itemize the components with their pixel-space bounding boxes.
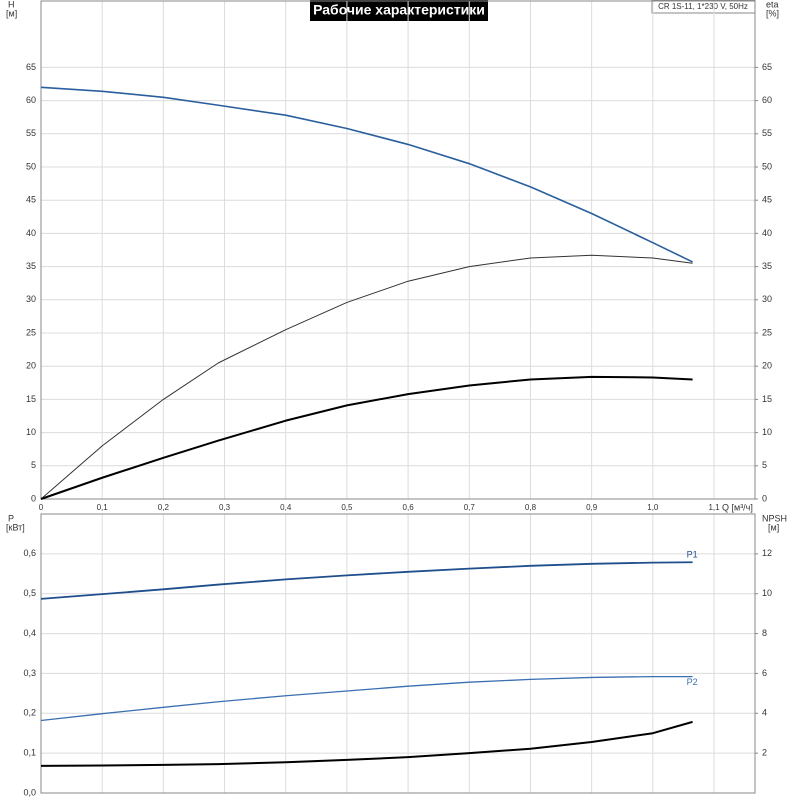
y2-tick-label: 55 <box>762 128 772 138</box>
y-tick-label: 0,3 <box>23 668 36 678</box>
chart-subtitle: CR 1S-11, 1*230 V, 50Hz <box>658 2 748 11</box>
y-tick-label: 50 <box>26 161 36 171</box>
y2-tick-label: 8 <box>762 628 767 638</box>
x-tick-label: 1,0 <box>647 503 659 512</box>
series-line <box>40 675 693 722</box>
y-tick-label: 0,2 <box>23 708 36 718</box>
x-tick-label: 0,7 <box>464 503 476 512</box>
y2-axis-label: NPSH <box>762 513 787 523</box>
plot-frame <box>40 513 756 794</box>
y-tick-label: 60 <box>26 95 36 105</box>
y2-tick-label: 2 <box>762 748 767 758</box>
series-line <box>40 720 693 767</box>
y-tick-label: 15 <box>26 394 36 404</box>
y-tick-label: 10 <box>26 427 36 437</box>
chart-title: Рабочие характеристики <box>313 2 485 18</box>
y2-tick-label: 4 <box>762 708 767 718</box>
x-tick-label: 0,3 <box>219 503 231 512</box>
series-label: P1 <box>687 550 698 560</box>
y-tick-label: 45 <box>26 195 36 205</box>
y2-tick-label: 60 <box>762 95 772 105</box>
x-tick-label: 1,1 <box>708 503 720 512</box>
y2-tick-label: 15 <box>762 394 772 404</box>
y-axis-unit: [кВт] <box>6 522 25 532</box>
y2-tick-label: 6 <box>762 668 767 678</box>
y2-tick-label: 0 <box>762 493 767 503</box>
y2-axis-label: eta <box>766 0 779 9</box>
y2-axis-unit: [м] <box>768 522 779 532</box>
y2-tick-label: 35 <box>762 261 772 271</box>
y-tick-label: 30 <box>26 294 36 304</box>
series-line <box>40 561 693 600</box>
y2-tick-label: 25 <box>762 327 772 337</box>
y2-tick-label: 30 <box>762 294 772 304</box>
plot-frame <box>40 0 756 500</box>
y2-tick-label: 5 <box>762 460 767 470</box>
x-tick-label: 0,1 <box>97 503 109 512</box>
y-tick-label: 0,4 <box>23 628 36 638</box>
x-axis-label: Q [м³/ч] <box>722 502 753 512</box>
y-axis-label: H <box>8 0 15 9</box>
x-tick-label: 0,5 <box>341 503 353 512</box>
y-axis-unit: [м] <box>6 8 17 18</box>
y-axis-label: P <box>8 513 14 523</box>
y2-tick-label: 12 <box>762 548 772 558</box>
x-tick-label: 0,9 <box>586 503 598 512</box>
y2-axis-unit: [%] <box>766 8 779 18</box>
x-tick-label: 0,4 <box>280 503 292 512</box>
series-line <box>40 254 693 500</box>
y2-tick-label: 50 <box>762 161 772 171</box>
y2-tick-label: 45 <box>762 195 772 205</box>
y2-tick-label: 40 <box>762 228 772 238</box>
series-line <box>40 86 693 263</box>
x-tick-label: 0 <box>39 503 44 512</box>
y-tick-label: 0 <box>31 493 36 503</box>
title-background <box>310 0 488 21</box>
x-tick-label: 0,8 <box>525 503 537 512</box>
y-tick-label: 55 <box>26 128 36 138</box>
y-tick-label: 65 <box>26 62 36 72</box>
y-tick-label: 20 <box>26 361 36 371</box>
y-tick-label: 0,6 <box>23 548 36 558</box>
y2-tick-label: 10 <box>762 427 772 437</box>
y2-tick-label: 20 <box>762 361 772 371</box>
series-label: P2 <box>687 677 698 687</box>
x-tick-label: 0,6 <box>403 503 415 512</box>
y-tick-label: 40 <box>26 228 36 238</box>
x-tick-label: 0,2 <box>158 503 170 512</box>
y2-tick-label: 65 <box>762 62 772 72</box>
y-tick-label: 0,0 <box>23 787 36 797</box>
y-tick-label: 5 <box>31 460 36 470</box>
series-line <box>40 375 693 500</box>
y2-tick-label: 10 <box>762 588 772 598</box>
y-tick-label: 35 <box>26 261 36 271</box>
y-tick-label: 0,1 <box>23 748 36 758</box>
y-tick-label: 25 <box>26 327 36 337</box>
y-tick-label: 0,5 <box>23 588 36 598</box>
